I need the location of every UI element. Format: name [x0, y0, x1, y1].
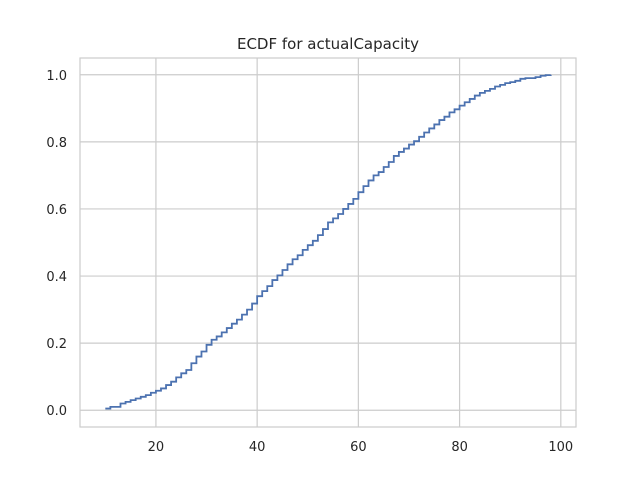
plot-background	[80, 58, 576, 427]
chart-title: ECDF for actualCapacity	[237, 35, 419, 53]
y-tick-label: 0.8	[46, 136, 67, 151]
x-tick-label: 80	[451, 440, 468, 455]
x-axis-ticks: 20 40 60 80 100	[148, 440, 574, 455]
plot-frame	[79, 57, 577, 428]
x-tick-label: 60	[350, 440, 367, 455]
x-tick-label: 40	[249, 440, 266, 455]
ecdf-series	[105, 74, 552, 410]
y-tick-label: 0.2	[46, 337, 67, 352]
x-tick-label: 100	[548, 440, 573, 455]
y-axis-ticks: 0.0 0.2 0.4 0.6 0.8 1.0	[46, 69, 67, 419]
y-tick-label: 0.0	[46, 404, 67, 419]
y-tick-label: 1.0	[46, 69, 67, 84]
y-tick-label: 0.6	[46, 203, 67, 218]
axes-spines	[79, 57, 577, 428]
grid-lines	[80, 58, 576, 427]
y-tick-label: 0.4	[46, 270, 67, 285]
x-tick-label: 20	[148, 440, 165, 455]
ecdf-line	[105, 74, 552, 410]
